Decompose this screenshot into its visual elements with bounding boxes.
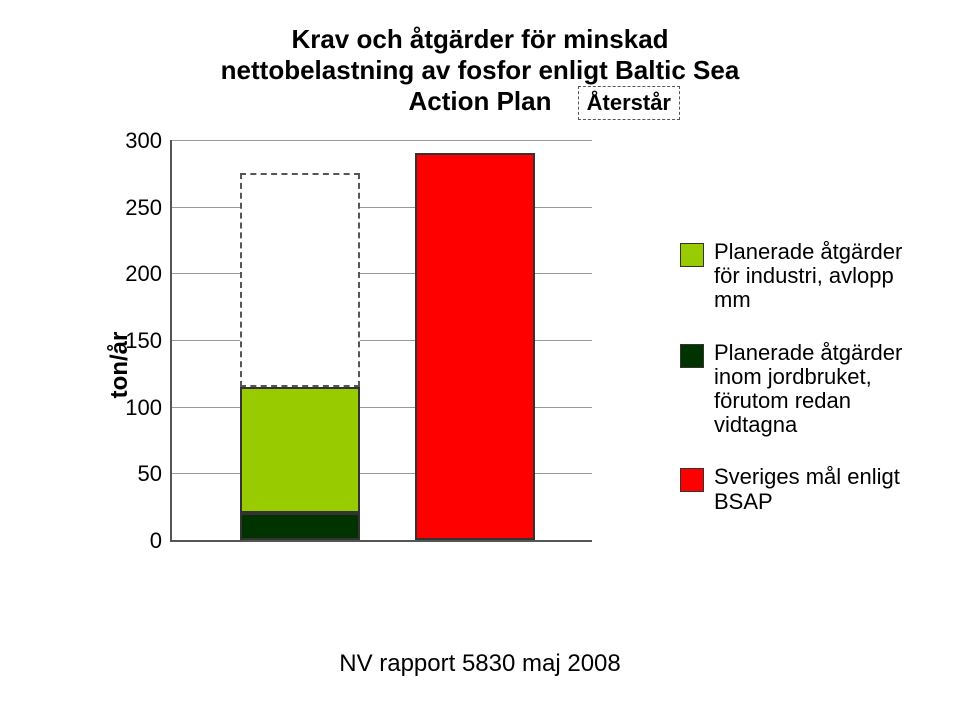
legend: Planerade åtgärder för industri, avlopp … (680, 240, 930, 542)
y-tick-label: 200 (102, 261, 162, 287)
y-tick-label: 50 (102, 461, 162, 487)
y-tick-label: 300 (102, 128, 162, 154)
legend-label: Planerade åtgärder för industri, avlopp … (714, 240, 930, 313)
legend-swatch (680, 243, 704, 267)
title-line-3: Action Plan (0, 86, 960, 117)
title-line-2: nettobelastning av fosfor enligt Baltic … (0, 55, 960, 86)
bar-segment-industry (240, 387, 360, 514)
y-tick-label: 100 (102, 395, 162, 421)
title-line-1: Krav och åtgärder för minskad (0, 24, 960, 55)
legend-item-agri: Planerade åtgärder inom jordbruket, föru… (680, 341, 930, 438)
legend-swatch (680, 468, 704, 492)
footer-caption: NV rapport 5830 maj 2008 (0, 650, 960, 678)
gridline (172, 140, 592, 141)
y-tick-label: 0 (102, 528, 162, 554)
legend-label: Planerade åtgärder inom jordbruket, föru… (714, 341, 930, 438)
chart-area: ton/år 050100150200250300 (90, 130, 650, 600)
chart-title: Krav och åtgärder för minskad nettobelas… (0, 24, 960, 117)
legend-item-bsap: Sveriges mål enligt BSAP (680, 465, 930, 513)
annotation-remaining: Återstår (578, 86, 680, 120)
bar-segment-bsap (415, 153, 535, 540)
slide: Krav och åtgärder för minskad nettobelas… (0, 0, 960, 716)
legend-item-industry: Planerade åtgärder för industri, avlopp … (680, 240, 930, 313)
y-tick-label: 150 (102, 328, 162, 354)
legend-label: Sveriges mål enligt BSAP (714, 465, 930, 513)
y-tick-label: 250 (102, 195, 162, 221)
plot-area: 050100150200250300 (170, 140, 592, 542)
bar-segment-agri (240, 513, 360, 540)
bar-segment-remaining (240, 173, 360, 386)
legend-swatch (680, 344, 704, 368)
